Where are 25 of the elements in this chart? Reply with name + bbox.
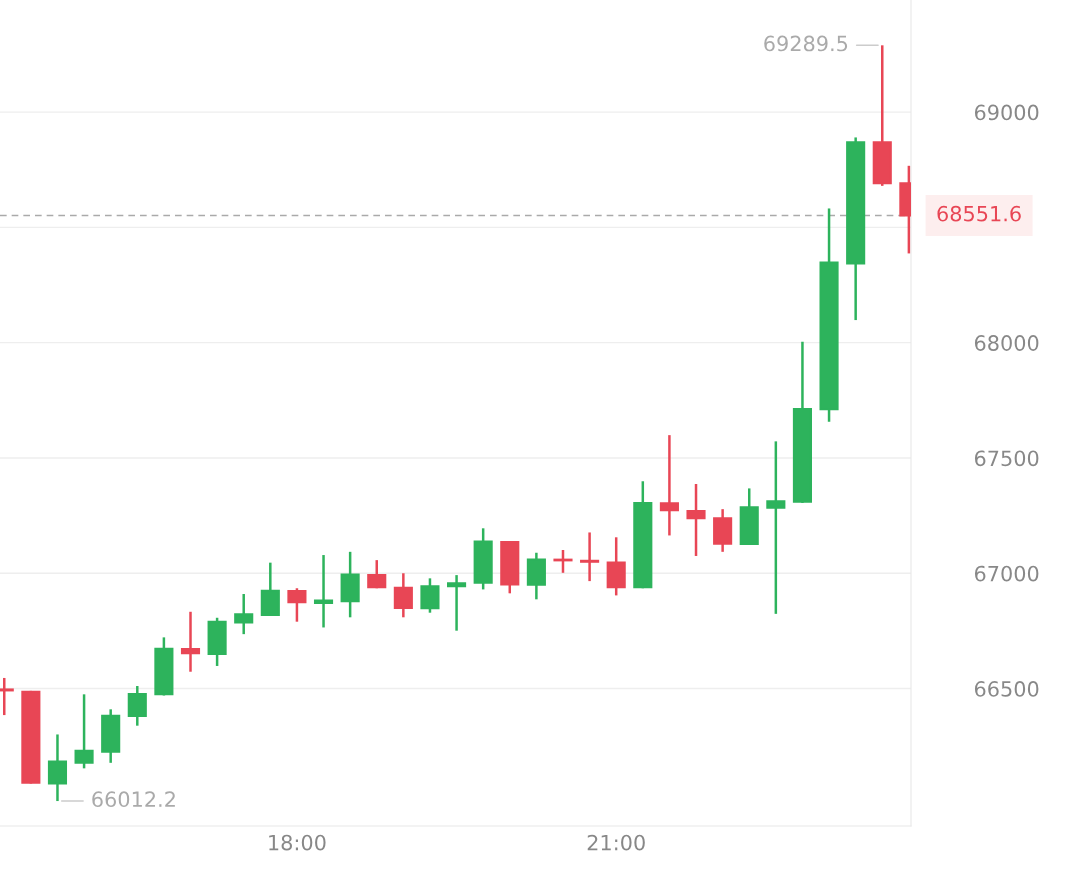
candlestick xyxy=(420,577,440,614)
y-tick-label: 69000 xyxy=(974,104,1039,121)
candlestick xyxy=(686,482,706,558)
candlestick xyxy=(234,592,254,636)
y-tick-label: 67000 xyxy=(974,565,1039,582)
candlestick xyxy=(180,610,201,673)
y-tick-label: 67500 xyxy=(974,450,1039,467)
y-tick-label: 68000 xyxy=(974,335,1039,351)
ref-line-label: 68551.6 xyxy=(937,205,1021,222)
annotation: 69289.5 xyxy=(764,35,848,52)
annotation: 66012.2 xyxy=(92,791,175,808)
candlestick xyxy=(766,440,786,616)
y-tick-label: 66500 xyxy=(974,681,1039,697)
candlestick xyxy=(447,573,467,632)
candlestick xyxy=(287,587,307,623)
candlestick xyxy=(47,733,68,803)
candlestick xyxy=(659,433,679,537)
candlestick xyxy=(127,684,147,727)
candlestick xyxy=(367,558,387,590)
candlestick xyxy=(74,693,94,770)
candlestick xyxy=(580,531,600,583)
x-tick-label: 21:00 xyxy=(587,834,645,851)
x-tick-label: 18:00 xyxy=(269,834,326,851)
candlestick xyxy=(393,572,413,619)
candlestick xyxy=(313,553,334,629)
